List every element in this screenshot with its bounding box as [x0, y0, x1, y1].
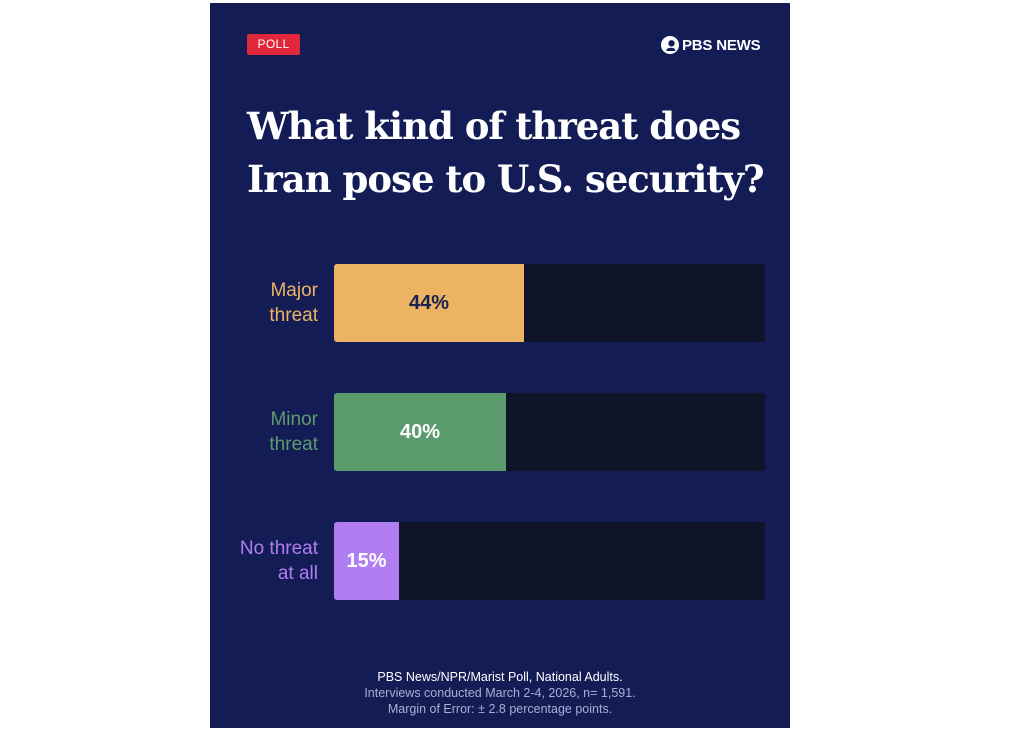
bar: 15% — [334, 522, 399, 600]
pbs-news-logo: PBS NEWS — [660, 33, 761, 57]
bar-track: 15% — [334, 522, 765, 600]
chart-title: What kind of threat does Iran pose to U.… — [247, 100, 767, 206]
poll-badge: POLL — [247, 34, 300, 55]
footer-margin: Margin of Error: ± 2.8 percentage points… — [387, 702, 613, 716]
chart-footer: PBS News/NPR/Marist Poll, National Adult… — [210, 669, 790, 717]
footer-source: PBS News/NPR/Marist Poll, National Adult… — [377, 670, 623, 684]
bar-track: 40% — [334, 393, 765, 471]
logo-text: PBS NEWS — [682, 36, 761, 54]
category-label-line: No threat — [239, 538, 318, 559]
bar-row: No threat at all 15% — [210, 522, 790, 600]
title-line-2: Iran pose to U.S. security? — [247, 157, 765, 201]
category-label-line: Major — [270, 280, 318, 301]
bar-value-label: 15% — [346, 549, 387, 572]
poll-card: POLL PBS NEWS What kind of threat does I… — [210, 3, 790, 728]
category-label-line: Minor — [270, 409, 318, 430]
footer-dates: Interviews conducted March 2-4, 2026, n=… — [364, 686, 636, 700]
category-label-line: threat — [269, 434, 318, 455]
bar-row: Minor threat 40% — [210, 393, 790, 471]
category-label: Minor threat — [198, 393, 318, 471]
pbs-head-icon — [661, 36, 679, 54]
category-label: No threat at all — [198, 522, 318, 600]
category-label-line: threat — [269, 305, 318, 326]
category-label: Major threat — [198, 264, 318, 342]
bar-value-label: 44% — [408, 291, 450, 314]
bar-track: 44% — [334, 264, 765, 342]
title-line-1: What kind of threat does — [247, 104, 741, 148]
bar: 44% — [334, 264, 524, 342]
category-label-line: at all — [277, 563, 318, 584]
bar-row: Major threat 44% — [210, 264, 790, 342]
bar-value-label: 40% — [399, 420, 441, 443]
bar: 40% — [334, 393, 506, 471]
